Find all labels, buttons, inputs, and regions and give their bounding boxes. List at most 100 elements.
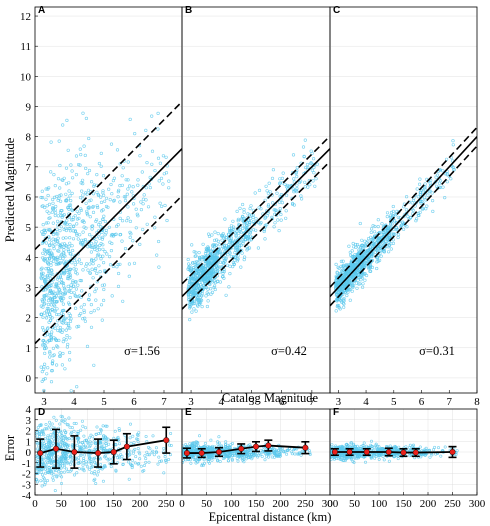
scatter-point — [78, 445, 82, 449]
scatter-point — [98, 236, 102, 240]
scatter-point — [48, 445, 52, 449]
scatter-point — [336, 283, 340, 287]
scatter-point — [191, 441, 195, 445]
scatter-point — [191, 287, 195, 291]
scatter-point — [129, 422, 133, 426]
scatter-point — [152, 453, 156, 457]
scatter-point — [150, 162, 154, 166]
scatter-point — [75, 325, 79, 329]
x-tick-label: 250 — [297, 498, 314, 510]
scatter-point — [67, 249, 71, 253]
scatter-point — [118, 262, 122, 266]
scatter-point — [303, 185, 307, 189]
scatter-point — [335, 299, 339, 303]
scatter-point — [113, 429, 117, 433]
scatter-point — [68, 241, 72, 245]
scatter-point — [424, 207, 428, 211]
scatter-point — [418, 182, 422, 186]
scatter-point — [45, 209, 49, 213]
scatter-point — [40, 196, 45, 200]
scatter-point — [241, 226, 245, 231]
scatter-point — [87, 298, 91, 302]
scatter-point — [72, 284, 76, 288]
scatter-point — [88, 262, 92, 266]
scatter-point — [65, 467, 69, 471]
scatter-point — [68, 336, 72, 340]
scatter-point — [369, 439, 373, 443]
x-tick-label: 5 — [391, 396, 397, 408]
scatter-point — [66, 326, 70, 330]
scatter-point — [246, 450, 250, 454]
scatter-point — [368, 269, 372, 273]
scatter-point — [39, 195, 43, 200]
scatter-point — [59, 311, 64, 315]
scatter-point — [75, 217, 79, 221]
scatter-point — [36, 425, 40, 429]
scatter-point — [337, 297, 341, 301]
scatter-point — [92, 363, 96, 367]
scatter-point — [273, 208, 277, 212]
scatter-point — [58, 354, 63, 358]
scatter-point — [55, 312, 59, 317]
scatter-point — [415, 217, 419, 221]
scatter-point — [361, 282, 365, 286]
scatter-point — [153, 215, 157, 219]
scatter-point — [451, 143, 455, 147]
scatter-point — [48, 350, 52, 354]
scatter-point — [222, 244, 227, 248]
scatter-point — [213, 268, 217, 272]
scatter-point — [129, 441, 133, 445]
scatter-point — [105, 252, 109, 256]
scatter-point — [205, 304, 209, 309]
scatter-point — [228, 272, 232, 276]
scatter-point — [51, 206, 55, 210]
scatter-point — [127, 477, 131, 481]
scatter-point — [50, 210, 55, 214]
scatter-point — [78, 448, 82, 452]
scatter-point — [182, 460, 184, 464]
scatter-point — [61, 214, 65, 218]
scatter-point — [68, 194, 72, 198]
scatter-point — [224, 440, 228, 444]
scatter-point — [48, 270, 52, 274]
scatter-point — [423, 182, 427, 186]
scatter-point — [39, 312, 43, 317]
scatter-point — [358, 282, 362, 286]
scatter-point — [62, 284, 66, 288]
scatter-point — [118, 428, 122, 432]
scatter-point — [75, 260, 80, 264]
scatter-point — [163, 203, 167, 208]
plot-area-a — [35, 15, 182, 393]
scatter-point — [58, 246, 62, 250]
scatter-point — [369, 230, 373, 234]
scatter-point — [138, 242, 142, 246]
scatter-point — [104, 228, 108, 232]
panel-letter-a: A — [38, 5, 45, 16]
scatter-point — [194, 458, 198, 462]
scatter-point — [104, 443, 108, 447]
scatter-point — [42, 362, 47, 366]
scatter-point — [65, 423, 69, 427]
scatter-point — [88, 456, 92, 460]
scatter-point — [99, 151, 103, 155]
scatter-point — [147, 445, 151, 449]
scatter-point — [167, 457, 171, 461]
scatter-point — [121, 462, 125, 466]
scatter-point — [46, 266, 50, 270]
scatter-point — [104, 196, 109, 200]
scatter-point — [48, 243, 52, 247]
scatter-point — [46, 438, 50, 442]
sigma-label: σ=0.31 — [419, 344, 455, 358]
scatter-point — [87, 206, 91, 210]
scatter-point — [51, 237, 55, 241]
scatter-point — [43, 427, 47, 431]
scatter-point — [80, 178, 85, 182]
scatter-point — [66, 284, 70, 289]
scatter-point — [136, 178, 140, 182]
scatter-point — [103, 446, 107, 450]
scatter-point — [57, 470, 61, 474]
scatter-point — [228, 239, 233, 243]
scatter-point — [82, 467, 86, 471]
scatter-point — [246, 212, 250, 216]
scatter-point — [62, 248, 66, 252]
